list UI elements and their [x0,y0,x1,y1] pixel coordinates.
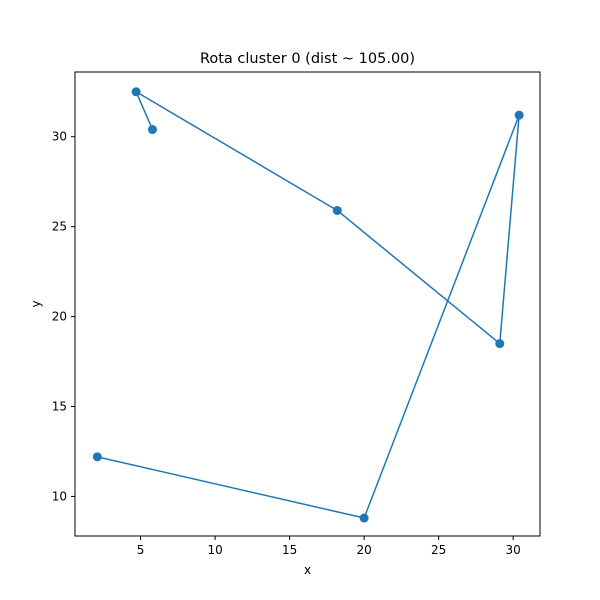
x-tick-label: 30 [506,543,521,557]
data-point [495,339,505,349]
chart-title: Rota cluster 0 (dist ~ 105.00) [200,51,415,67]
data-point [332,205,342,215]
y-tick-label: 15 [52,400,67,414]
y-tick-label: 25 [52,220,67,234]
data-point [148,125,157,135]
x-tick-label: 5 [137,543,145,557]
plot-area-frame [74,71,541,537]
x-axis-ticks: 5 10 15 20 25 30 [137,536,521,557]
y-axis-label: y [29,300,43,307]
y-axis-ticks: 10 15 20 25 30 [52,130,75,503]
x-tick-label: 20 [356,543,371,557]
x-tick-label: 25 [431,543,446,557]
x-tick-label: 15 [282,543,297,557]
y-tick-label: 20 [52,310,67,324]
data-point [131,87,141,97]
data-point [359,513,369,523]
y-tick-label: 10 [52,489,67,503]
x-tick-label: 10 [207,543,222,557]
y-tick-label: 30 [52,130,67,144]
data-point [514,110,524,120]
data-point [92,452,102,462]
series-layer [92,87,524,523]
x-axis-label: x [304,563,311,577]
